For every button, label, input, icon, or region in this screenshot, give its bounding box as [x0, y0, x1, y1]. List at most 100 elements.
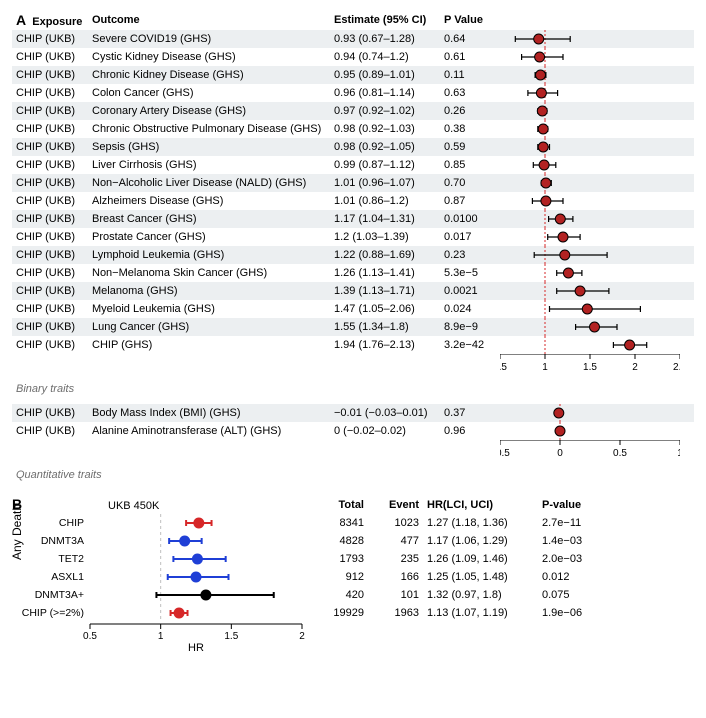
forest-axis: 0.511.522.5	[12, 354, 694, 380]
svg-text:1: 1	[158, 631, 164, 642]
cell-exposure: CHIP (UKB)	[12, 321, 92, 333]
cell-forest	[500, 30, 680, 48]
cell-outcome: Myeloid Leukemia (GHS)	[92, 303, 334, 315]
cell-outcome: Liver Cirrhosis (GHS)	[92, 159, 334, 171]
cell-forest	[500, 102, 680, 120]
table-row: CHIP (UKB)Non−Melanoma Skin Cancer (GHS)…	[12, 264, 694, 282]
svg-text:CHIP (>=2%): CHIP (>=2%)	[22, 607, 84, 619]
cell-outcome: Melanoma (GHS)	[92, 285, 334, 297]
table-row: CHIP (UKB)Melanoma (GHS)1.39 (1.13–1.71)…	[12, 282, 694, 300]
cell-exposure: CHIP (UKB)	[12, 267, 92, 279]
cell-estimate: −0.01 (−0.03–0.01)	[334, 407, 444, 419]
cell-exposure: CHIP (UKB)	[12, 339, 92, 351]
quant-caption: Quantitative traits	[12, 466, 694, 486]
table-row: CHIP (UKB)Sepsis (GHS)0.98 (0.92–1.05)0.…	[12, 138, 694, 156]
cell-pvalue: 0.0021	[444, 285, 500, 297]
cell-estimate: 1.26 (1.13–1.41)	[334, 267, 444, 279]
cell-outcome: Severe COVID19 (GHS)	[92, 33, 334, 45]
svg-text:0.5: 0.5	[83, 631, 97, 642]
table-row: CHIP (UKB)Prostate Cancer (GHS)1.2 (1.03…	[12, 228, 694, 246]
cell-forest	[500, 318, 680, 336]
cell-forest	[500, 156, 680, 174]
cell-exposure: CHIP (UKB)	[12, 231, 92, 243]
cell-pvalue: 5.3e−5	[444, 267, 500, 279]
cell-forest	[500, 84, 680, 102]
cell-outcome: Sepsis (GHS)	[92, 141, 334, 153]
pb-row: 4201011.32 (0.97, 1.8)0.075	[312, 586, 694, 604]
cell-estimate: 0.98 (0.92–1.03)	[334, 123, 444, 135]
panel-a-headers: A Exposure Outcome Estimate (95% CI) P V…	[12, 10, 694, 30]
panel-a-label: A	[16, 12, 26, 28]
cell-outcome: Alzheimers Disease (GHS)	[92, 195, 334, 207]
table-row: CHIP (UKB)Myeloid Leukemia (GHS)1.47 (1.…	[12, 300, 694, 318]
cell-exposure: CHIP (UKB)	[12, 51, 92, 63]
cell-exposure: CHIP (UKB)	[12, 249, 92, 261]
cell-estimate: 1.17 (1.04–1.31)	[334, 213, 444, 225]
cell-forest	[500, 228, 680, 246]
svg-text:1: 1	[677, 448, 680, 459]
cell-pvalue: 0.70	[444, 177, 500, 189]
svg-text:1.5: 1.5	[583, 362, 597, 373]
cell-outcome: Non−Melanoma Skin Cancer (GHS)	[92, 267, 334, 279]
header-exposure: Exposure	[32, 16, 82, 28]
cell-forest	[500, 138, 680, 156]
svg-text:ASXL1: ASXL1	[51, 571, 84, 583]
cell-pvalue: 0.59	[444, 141, 500, 153]
binary-caption: Binary traits	[12, 380, 694, 400]
svg-text:2: 2	[632, 362, 638, 373]
forest-axis: −0.500.51	[12, 440, 694, 466]
svg-text:2: 2	[299, 631, 305, 642]
cell-estimate: 0.95 (0.89–1.01)	[334, 69, 444, 81]
pb-row: 1992919631.13 (1.07, 1.19)1.9e−06	[312, 604, 694, 622]
header-estimate: Estimate (95% CI)	[334, 14, 444, 26]
cell-outcome: Lymphoid Leukemia (GHS)	[92, 249, 334, 261]
panel-a: A Exposure Outcome Estimate (95% CI) P V…	[12, 10, 694, 486]
cell-outcome: Body Mass Index (BMI) (GHS)	[92, 407, 334, 419]
cell-forest	[500, 282, 680, 300]
cell-exposure: CHIP (UKB)	[12, 105, 92, 117]
header-outcome: Outcome	[92, 14, 334, 26]
cell-forest	[500, 210, 680, 228]
cell-pvalue: 0.024	[444, 303, 500, 315]
cell-pvalue: 0.26	[444, 105, 500, 117]
cell-estimate: 0.97 (0.92–1.02)	[334, 105, 444, 117]
cell-forest	[500, 174, 680, 192]
cell-estimate: 1.47 (1.05–2.06)	[334, 303, 444, 315]
cell-pvalue: 0.61	[444, 51, 500, 63]
cell-outcome: Breast Cancer (GHS)	[92, 213, 334, 225]
svg-text:1: 1	[542, 362, 548, 373]
cell-pvalue: 3.2e−42	[444, 339, 500, 351]
cell-pvalue: 0.85	[444, 159, 500, 171]
pb-row: 9121661.25 (1.05, 1.48)0.012	[312, 568, 694, 586]
cell-outcome: Coronary Artery Disease (GHS)	[92, 105, 334, 117]
cell-estimate: 1.39 (1.13–1.71)	[334, 285, 444, 297]
table-row: CHIP (UKB)Chronic Kidney Disease (GHS)0.…	[12, 66, 694, 84]
cell-pvalue: 0.0100	[444, 213, 500, 225]
cell-exposure: CHIP (UKB)	[12, 123, 92, 135]
cell-estimate: 0.94 (0.74–1.2)	[334, 51, 444, 63]
svg-text:1.5: 1.5	[224, 631, 238, 642]
cell-pvalue: 0.11	[444, 69, 500, 81]
table-row: CHIP (UKB)Non−Alcoholic Liver Disease (N…	[12, 174, 694, 192]
pb-h-hr: HR(LCI, UCI)	[427, 499, 542, 511]
cell-estimate: 1.01 (0.86–1.2)	[334, 195, 444, 207]
table-row: CHIP (UKB)Colon Cancer (GHS)0.96 (0.81–1…	[12, 84, 694, 102]
panel-b-plot: CHIPDNMT3ATET2ASXL1DNMT3A+CHIP (>=2%)0.5…	[12, 514, 312, 655]
panel-b-title: UKB 450K	[108, 500, 159, 512]
table-row: CHIP (UKB)CHIP (GHS)1.94 (1.76–2.13)3.2e…	[12, 336, 694, 354]
svg-text:DNMT3A: DNMT3A	[41, 535, 84, 547]
cell-outcome: Alanine Aminotransferase (ALT) (GHS)	[92, 425, 334, 437]
cell-outcome: Cystic Kidney Disease (GHS)	[92, 51, 334, 63]
pb-row: 834110231.27 (1.18, 1.36)2.7e−11	[312, 514, 694, 532]
pb-h-pv: P-value	[542, 499, 612, 511]
table-row: CHIP (UKB)Chronic Obstructive Pulmonary …	[12, 120, 694, 138]
cell-pvalue: 0.38	[444, 123, 500, 135]
cell-estimate: 0.93 (0.67–1.28)	[334, 33, 444, 45]
cell-estimate: 0 (−0.02–0.02)	[334, 425, 444, 437]
cell-outcome: Chronic Obstructive Pulmonary Disease (G…	[92, 123, 334, 135]
table-row: CHIP (UKB)Lung Cancer (GHS)1.55 (1.34–1.…	[12, 318, 694, 336]
table-row: CHIP (UKB)Cystic Kidney Disease (GHS)0.9…	[12, 48, 694, 66]
cell-pvalue: 0.23	[444, 249, 500, 261]
table-row: CHIP (UKB)Coronary Artery Disease (GHS)0…	[12, 102, 694, 120]
cell-exposure: CHIP (UKB)	[12, 159, 92, 171]
